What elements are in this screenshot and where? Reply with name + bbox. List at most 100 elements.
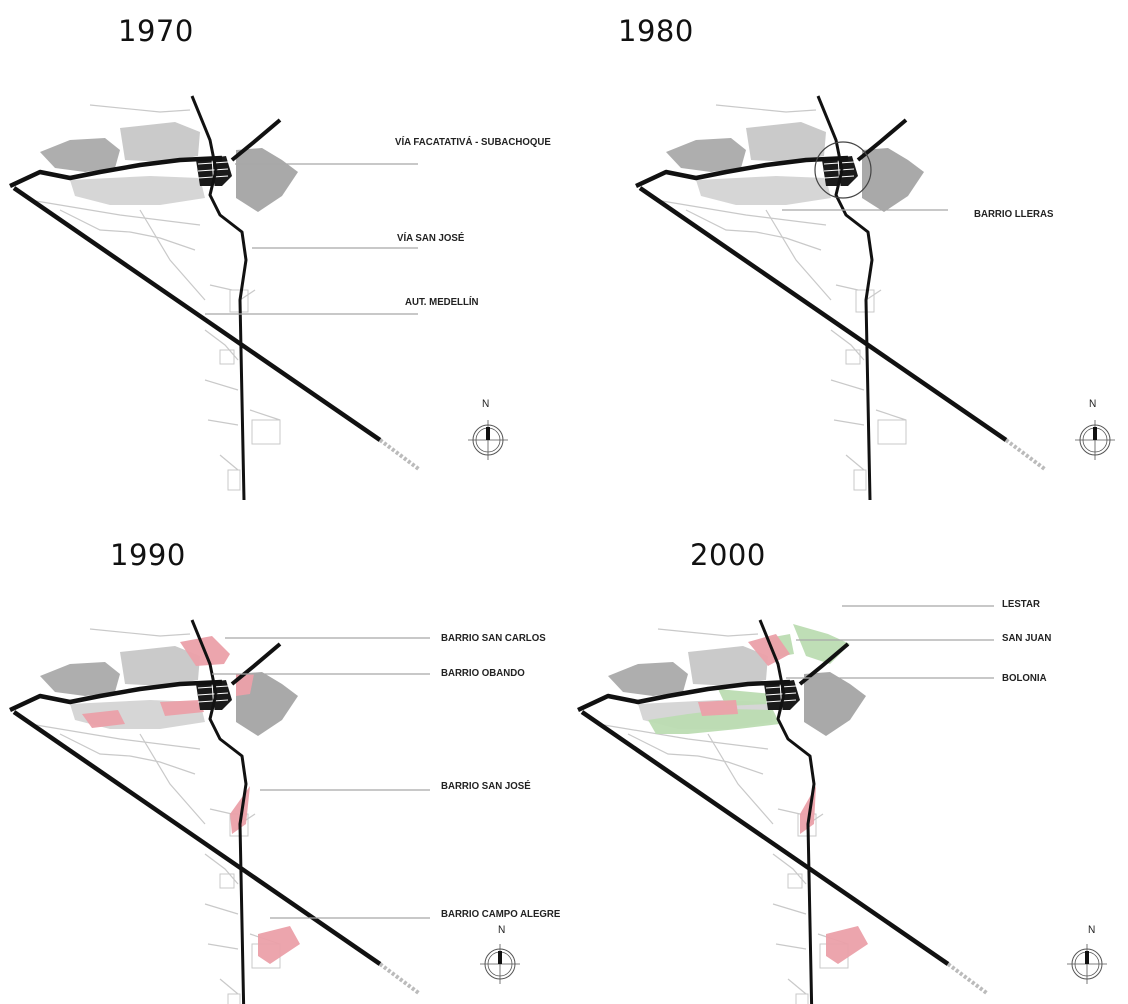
urban-area (40, 662, 120, 696)
block-outline (853, 469, 867, 491)
urban-area (666, 138, 746, 172)
street-line (830, 379, 865, 391)
street-line (59, 733, 131, 757)
street-line (59, 209, 131, 233)
center-street (197, 685, 229, 689)
block-outline (219, 873, 235, 889)
street-line (697, 755, 764, 775)
san-jose-road (776, 693, 816, 1004)
street-line (777, 808, 801, 815)
road-label-san-jose: VÍA SAN JOSÉ (397, 232, 465, 244)
year-title: 2000 (690, 538, 766, 572)
block-outline (877, 419, 907, 445)
street-line (597, 723, 769, 750)
street-line (765, 209, 832, 301)
street-line (209, 284, 233, 291)
autopista-road (638, 186, 1008, 442)
street-line (249, 409, 281, 421)
street-line (129, 755, 196, 775)
year-title: 1980 (618, 14, 694, 48)
street-line (772, 853, 807, 885)
street-line (655, 199, 827, 226)
north-arrow-needle (1085, 951, 1089, 964)
street-line (139, 209, 206, 301)
urban-area (40, 138, 120, 172)
urban-area (236, 148, 298, 212)
growth-area-1990 (698, 700, 738, 716)
center-street (823, 161, 855, 165)
autopista-extension (1004, 438, 1048, 472)
barrio-label-campo-alegre: BARRIO CAMPO ALEGRE (441, 908, 561, 920)
urban-area (696, 176, 831, 205)
street-line (845, 454, 865, 471)
center-street (197, 161, 229, 165)
facatativa-road (635, 155, 849, 189)
autopista-road (12, 710, 382, 966)
street-line (875, 409, 907, 421)
north-arrow-needle (486, 427, 490, 440)
facatativa-road (577, 679, 791, 713)
block-outline (227, 469, 241, 491)
town-map (577, 605, 1107, 1004)
block-outline (795, 993, 809, 1004)
street-line (207, 419, 239, 426)
barrio-label-san-juan: SAN JUAN (1002, 632, 1052, 644)
street-line (830, 329, 865, 361)
barrio-label-bolonia: BOLONIA (1002, 672, 1047, 684)
street-line (204, 379, 239, 391)
street-line (139, 733, 206, 825)
year-title: 1970 (118, 14, 194, 48)
north-arrow-needle (1093, 427, 1097, 440)
barrio-label-lleras: BARRIO LLERAS (974, 208, 1054, 220)
street-line (772, 903, 807, 915)
town-map (635, 95, 1115, 501)
street-line (755, 231, 822, 251)
autopista-road (580, 710, 950, 966)
urban-area (688, 646, 768, 686)
growth-area-2000 (648, 709, 780, 734)
subachoque-road (230, 118, 282, 162)
block-outline (251, 419, 281, 445)
year-title: 1990 (110, 538, 186, 572)
north-road (190, 619, 218, 695)
growth-area-1990 (258, 926, 300, 964)
san-jose-road (208, 693, 248, 1004)
urban-area (862, 148, 924, 212)
growth-area-1990 (748, 634, 790, 666)
subachoque-road (230, 642, 282, 686)
street-line (835, 284, 859, 291)
north-road (758, 619, 786, 695)
block-outline (219, 349, 235, 365)
facatativa-road (9, 155, 223, 189)
facatativa-road (9, 679, 223, 713)
growth-area-1990 (160, 700, 204, 716)
road-label-facatativa: VÍA FACATATIVÁ - SUBACHOQUE (395, 136, 551, 148)
street-line (29, 199, 201, 226)
street-line (209, 808, 233, 815)
street-line (657, 628, 759, 637)
street-line (833, 419, 865, 426)
map-panel-1990: 1990 BARRIO SAN CARLOS BARRIO OBANDO BAR… (0, 502, 564, 1004)
urban-area (608, 662, 688, 696)
barrio-label-lestar: LESTAR (1002, 598, 1040, 610)
barrio-label-san-carlos: BARRIO SAN CARLOS (441, 632, 546, 644)
street-line (787, 978, 807, 995)
north-arrow-needle (498, 951, 502, 964)
center-street (765, 685, 797, 689)
town-map (9, 95, 508, 501)
street-line (204, 903, 239, 915)
urban-area (70, 176, 205, 205)
autopista-extension (378, 962, 422, 996)
street-line (775, 943, 807, 950)
street-line (89, 104, 191, 113)
autopista-extension (378, 438, 422, 472)
street-line (204, 329, 239, 361)
street-line (29, 723, 201, 750)
north-label: N (482, 398, 490, 410)
urban-area (120, 122, 200, 162)
street-line (715, 104, 817, 113)
barrio-label-obando: BARRIO OBANDO (441, 667, 525, 679)
street-line (219, 978, 239, 995)
street-line (89, 628, 191, 637)
street-line (685, 209, 757, 233)
